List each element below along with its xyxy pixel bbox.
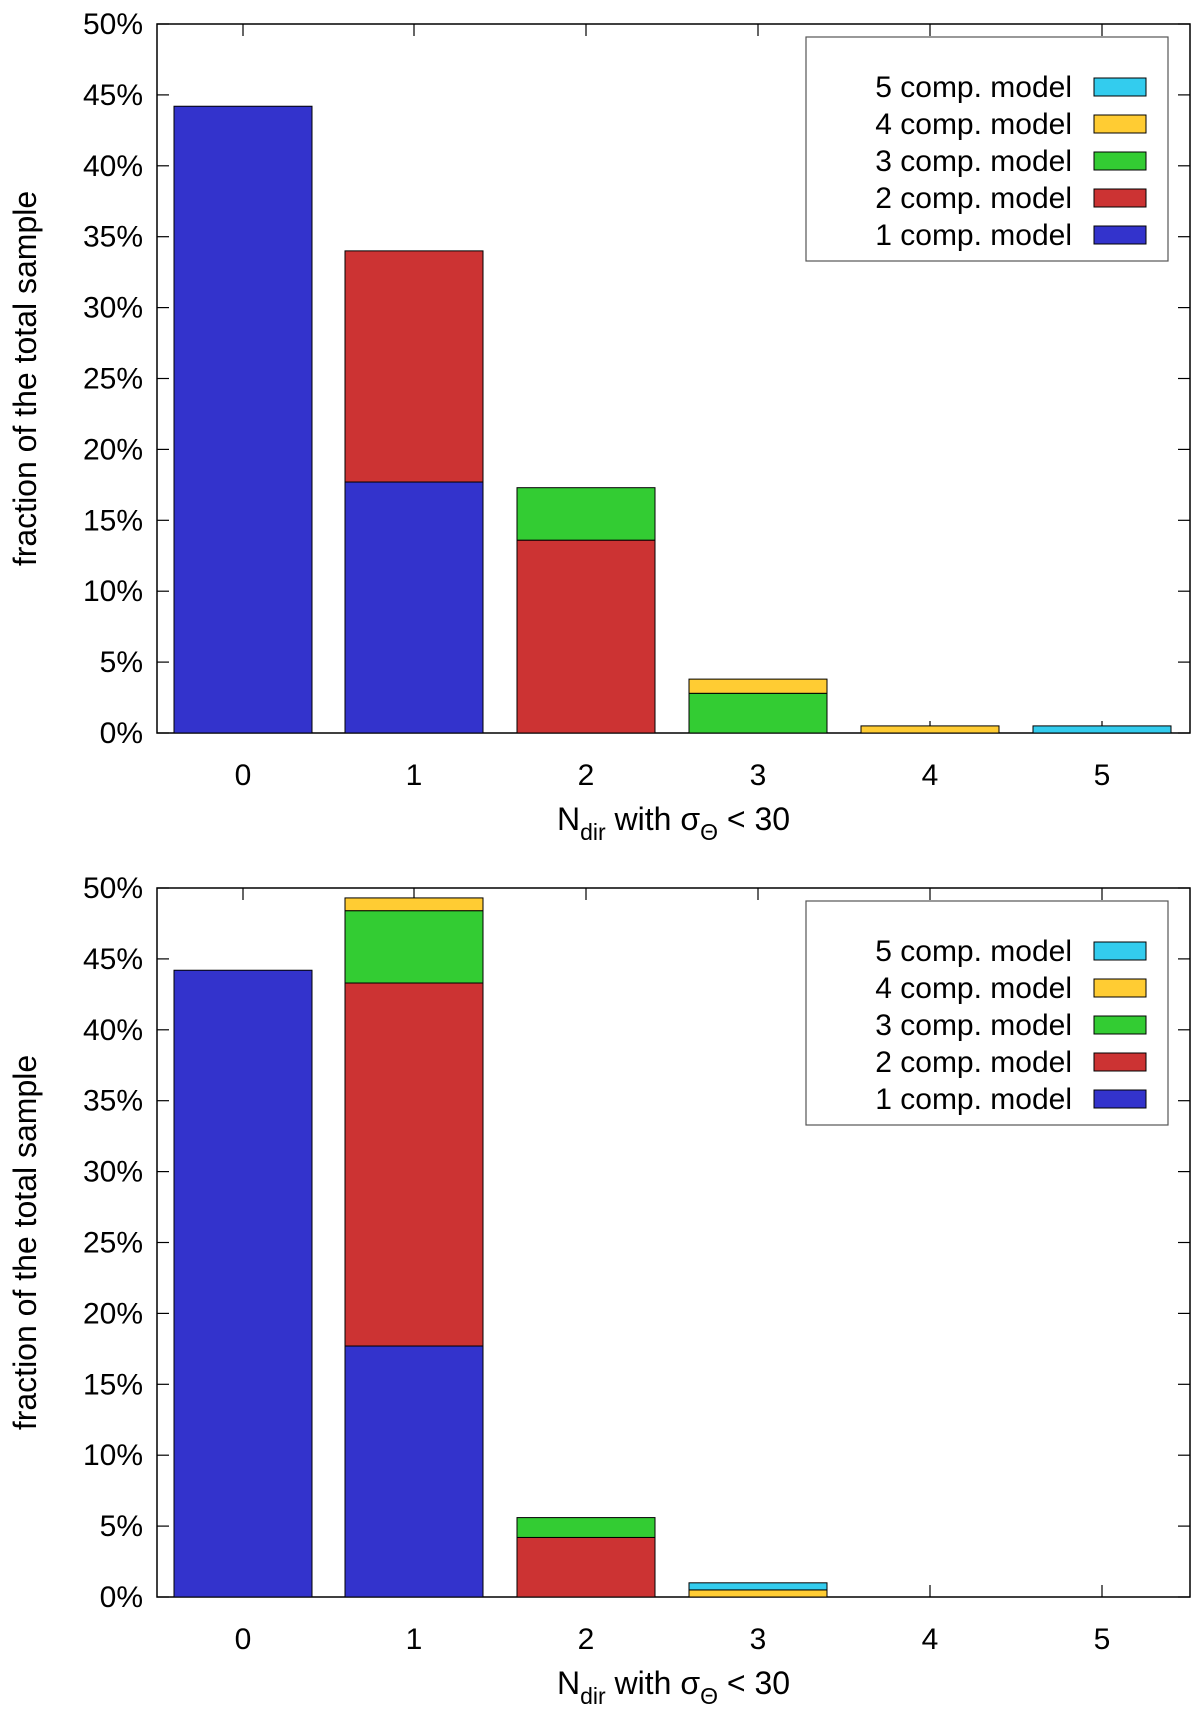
legend-label: 1 comp. model <box>875 1083 1072 1116</box>
chart-panel-1: 0% 5% 10% 15% 20% 25% 30% 35% 40% 45% 50% 0 1 2 3 4 5 fra… <box>7 8 1191 845</box>
x-tick-label: 1 <box>406 759 423 792</box>
x-tick-label: 3 <box>750 759 767 792</box>
legend-label: 4 comp. model <box>875 972 1072 1005</box>
bar-segment-3-comp-cat-1 <box>344 910 484 984</box>
legend-swatch <box>1093 978 1147 998</box>
y-tick-label: 25% <box>83 363 143 396</box>
legend-swatch <box>1093 1089 1147 1109</box>
y-tick-label: 5% <box>100 646 143 679</box>
y-tick-label: 10% <box>83 575 143 608</box>
y-tick-label: 30% <box>83 292 143 325</box>
bar-segment-4-comp-cat-4 <box>860 725 1000 734</box>
bar-segment-1-comp-cat-0 <box>173 969 313 1598</box>
legend-swatch <box>1093 941 1147 961</box>
legend-swatch <box>1093 1052 1147 1072</box>
x-tick-label: 2 <box>578 1623 595 1656</box>
bar-segment-3-comp-cat-3 <box>688 692 828 734</box>
y-tick-label: 40% <box>83 1014 143 1047</box>
x-tick-label: 1 <box>406 1623 423 1656</box>
legend-box <box>805 900 1169 1126</box>
y-tick-label: 15% <box>83 504 143 537</box>
bar-segment-2-comp-cat-2 <box>516 1536 656 1598</box>
y-tick-label: 0% <box>100 1581 143 1614</box>
y-tick-label: 50% <box>83 8 143 41</box>
legend-label: 5 comp. model <box>875 71 1072 104</box>
x-tick-label: 4 <box>922 759 939 792</box>
x-tick-label: 2 <box>578 759 595 792</box>
legend: 5 comp. model 4 comp. model 3 comp. model 2… <box>805 900 1169 1126</box>
legend-label: 3 comp. model <box>875 1009 1072 1042</box>
x-tick-label: 5 <box>1094 1623 1111 1656</box>
x-axis-label: Ndir with σΘ < 30 <box>557 1665 790 1709</box>
x-tick-label: 5 <box>1094 759 1111 792</box>
x-tick-label: 0 <box>235 759 252 792</box>
legend-swatch <box>1093 151 1147 171</box>
y-tick-label: 5% <box>100 1510 143 1543</box>
legend-label: 4 comp. model <box>875 108 1072 141</box>
legend-swatch <box>1093 225 1147 245</box>
y-tick-label: 25% <box>83 1227 143 1260</box>
y-tick-label: 20% <box>83 433 143 466</box>
y-tick-label: 40% <box>83 150 143 183</box>
bar-segment-2-comp-cat-2 <box>516 539 656 734</box>
bar-segment-1-comp-cat-1 <box>344 1345 484 1598</box>
legend-label: 2 comp. model <box>875 182 1072 215</box>
bar-segment-4-comp-cat-3 <box>688 678 828 694</box>
x-tick-label: 4 <box>922 1623 939 1656</box>
bar-segment-1-comp-cat-0 <box>173 105 313 734</box>
y-tick-label: 10% <box>83 1439 143 1472</box>
y-tick-label: 30% <box>83 1156 143 1189</box>
bar-segment-4-comp-cat-3 <box>688 1589 828 1598</box>
bar-segment-5-comp-cat-3 <box>688 1582 828 1591</box>
y-tick-label: 20% <box>83 1297 143 1330</box>
bar-segment-2-comp-cat-1 <box>344 982 484 1347</box>
x-tick-label: 3 <box>750 1623 767 1656</box>
legend-label: 5 comp. model <box>875 935 1072 968</box>
bar-segment-4-comp-cat-1 <box>344 897 484 912</box>
bar-segment-3-comp-cat-2 <box>516 487 656 541</box>
y-tick-label: 50% <box>83 872 143 905</box>
y-tick-label: 45% <box>83 943 143 976</box>
y-tick-label: 35% <box>83 1085 143 1118</box>
bar-segment-5-comp-cat-5 <box>1032 725 1172 734</box>
legend-swatch <box>1093 188 1147 208</box>
bar-segment-1-comp-cat-1 <box>344 481 484 734</box>
y-axis-label: fraction of the total sample <box>7 191 43 566</box>
x-axis-label: Ndir with σΘ < 30 <box>557 801 790 845</box>
legend-swatch <box>1093 114 1147 134</box>
y-tick-label: 0% <box>100 717 143 750</box>
legend-box <box>805 36 1169 262</box>
y-tick-label: 45% <box>83 79 143 112</box>
y-axis-label: fraction of the total sample <box>7 1055 43 1430</box>
y-tick-label: 15% <box>83 1368 143 1401</box>
y-tick-label: 35% <box>83 221 143 254</box>
legend-label: 2 comp. model <box>875 1046 1072 1079</box>
legend-label: 1 comp. model <box>875 219 1072 252</box>
bar-segment-2-comp-cat-1 <box>344 250 484 483</box>
legend-label: 3 comp. model <box>875 145 1072 178</box>
bar-segment-3-comp-cat-2 <box>516 1517 656 1538</box>
legend-swatch <box>1093 77 1147 97</box>
legend: 5 comp. model 4 comp. model 3 comp. model 2… <box>805 36 1169 262</box>
chart-panel-2: 0% 5% 10% 15% 20% 25% 30% 35% 40% 45% 50% 0 1 2 3 4 5 fra… <box>7 872 1191 1709</box>
legend-swatch <box>1093 1015 1147 1035</box>
x-tick-label: 0 <box>235 1623 252 1656</box>
